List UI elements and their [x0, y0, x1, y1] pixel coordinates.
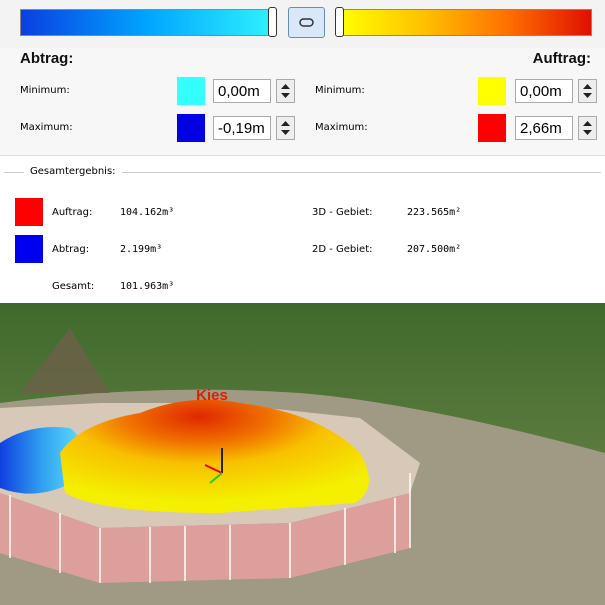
result-value: 101.963m³ [120, 281, 175, 292]
cut-gradient [20, 9, 272, 36]
fill-slider-handle[interactable] [335, 7, 344, 37]
cut-title: Abtrag: [20, 50, 74, 67]
spin-box[interactable] [578, 116, 597, 140]
scene-view[interactable]: Kies [0, 303, 605, 605]
spin-box[interactable] [276, 116, 295, 140]
link-icon [299, 18, 314, 27]
link-button[interactable] [288, 7, 325, 38]
cut-max-swatch[interactable] [177, 114, 205, 142]
cut-max-label: Maximum: [20, 122, 73, 133]
result-value: 104.162m³ [120, 207, 175, 218]
result-label: Gesamt: [52, 281, 95, 292]
area-value: 223.565m² [407, 207, 462, 218]
wall-lines [9, 473, 411, 583]
fill-max-label: Maximum: [315, 122, 368, 133]
spin-box[interactable] [276, 79, 295, 103]
area-value: 207.500m² [407, 244, 462, 255]
fill-max-swatch[interactable] [478, 114, 506, 142]
fill-result-swatch [15, 198, 43, 226]
area-label: 3D - Gebiet: [312, 207, 373, 218]
cut-slider-handle[interactable] [268, 7, 277, 37]
cut-min-input[interactable]: 0,00m [213, 79, 271, 103]
fill-max-input[interactable]: 2,66m [515, 116, 573, 140]
results-frame [4, 172, 601, 301]
cut-result-swatch [15, 235, 43, 263]
fill-area [60, 399, 369, 513]
spin-box[interactable] [578, 79, 597, 103]
results-title: Gesamtergebnis: [24, 166, 122, 177]
cut-max-input[interactable]: -0,19m [213, 116, 271, 140]
fill-gradient [340, 9, 592, 36]
fill-min-label: Minimum: [315, 85, 365, 96]
cut-min-swatch[interactable] [177, 77, 205, 105]
fill-min-input[interactable]: 0,00m [515, 79, 573, 103]
fill-title: Auftrag: [532, 50, 591, 67]
result-label: Abtrag: [52, 244, 90, 255]
cut-area [0, 427, 84, 494]
cut-min-label: Minimum: [20, 85, 70, 96]
scene-label: Kies [196, 387, 228, 404]
area-label: 2D - Gebiet: [312, 244, 373, 255]
fill-min-swatch[interactable] [478, 77, 506, 105]
result-label: Auftrag: [52, 207, 93, 218]
result-value: 2.199m³ [120, 244, 163, 255]
hill [20, 328, 110, 393]
cut-wall [0, 493, 410, 583]
axis-gizmo [204, 448, 223, 484]
